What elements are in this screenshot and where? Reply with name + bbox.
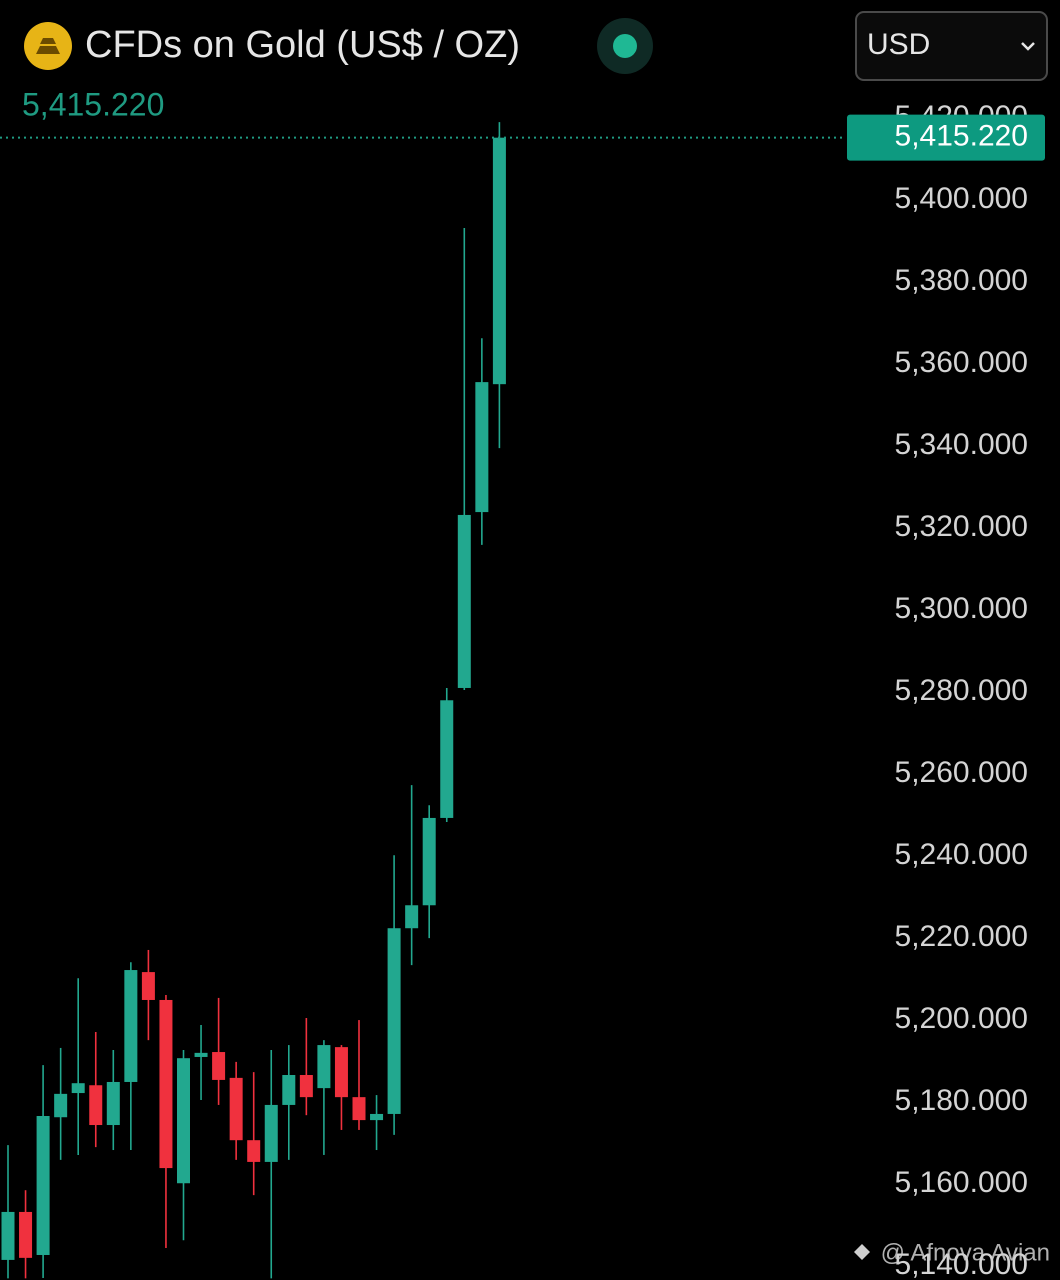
candle-body bbox=[247, 1140, 261, 1162]
y-tick-label: 5,340.000 bbox=[895, 428, 1028, 461]
y-tick-label: 5,320.000 bbox=[895, 510, 1028, 543]
y-tick-label: 5,240.000 bbox=[895, 838, 1028, 871]
candle-body bbox=[457, 514, 471, 688]
candle-body bbox=[405, 905, 419, 929]
watermark: @ Afnova Avian bbox=[854, 1239, 1050, 1266]
candle-body bbox=[229, 1077, 243, 1141]
candle-body bbox=[159, 999, 173, 1169]
candle-body bbox=[334, 1047, 348, 1098]
candle-body bbox=[370, 1113, 384, 1121]
candle-body bbox=[212, 1052, 226, 1080]
y-tick-label: 5,180.000 bbox=[895, 1084, 1028, 1117]
candle-body bbox=[124, 970, 138, 1082]
last-price-badge bbox=[847, 114, 1045, 161]
watermark-text: @ Afnova Avian bbox=[881, 1239, 1050, 1266]
dropdown-box[interactable] bbox=[855, 11, 1048, 81]
y-tick-label: 5,140.000 bbox=[895, 1248, 1028, 1280]
candle-body bbox=[352, 1097, 366, 1121]
currency-label[interactable]: USD bbox=[867, 28, 930, 61]
y-tick-label: 5,220.000 bbox=[895, 920, 1028, 953]
gold-bars-glyph bbox=[36, 38, 60, 54]
last-price-label: 5,415.220 bbox=[895, 120, 1028, 153]
symbol-title: CFDs on Gold (US$ / OZ) bbox=[85, 24, 520, 66]
y-tick-label: 5,360.000 bbox=[895, 346, 1028, 379]
candle-body bbox=[89, 1085, 103, 1126]
candle-body bbox=[475, 382, 489, 513]
y-tick-label: 5,400.000 bbox=[895, 182, 1028, 215]
candle-body bbox=[1, 1211, 15, 1260]
candles bbox=[1, 122, 506, 1279]
candle-body bbox=[19, 1211, 33, 1258]
candle-body bbox=[54, 1093, 68, 1118]
y-tick-label: 5,300.000 bbox=[895, 592, 1028, 625]
candle-body bbox=[492, 137, 506, 385]
candle-body bbox=[282, 1075, 296, 1105]
y-tick-label: 5,160.000 bbox=[895, 1166, 1028, 1199]
y-tick-label: 5,280.000 bbox=[895, 674, 1028, 707]
header-price: 5,415.220 bbox=[22, 86, 164, 122]
candle-body bbox=[141, 972, 155, 1000]
currency-dropdown[interactable]: USD bbox=[855, 11, 1048, 81]
candle-body bbox=[299, 1075, 313, 1098]
price-line-layer: 5,415.220 bbox=[0, 114, 1045, 161]
candle-body bbox=[387, 928, 401, 1114]
candle-body bbox=[317, 1045, 331, 1089]
candle-body bbox=[422, 817, 436, 906]
candle-body bbox=[194, 1052, 208, 1057]
dropdown-chevron[interactable] bbox=[1021, 42, 1035, 51]
candle-body bbox=[106, 1081, 120, 1126]
y-tick-label: 5,260.000 bbox=[895, 756, 1028, 789]
candle-body bbox=[440, 700, 454, 818]
y-tick-label: 5,200.000 bbox=[895, 1002, 1028, 1035]
header: CFDs on Gold (US$ / OZ) 5,415.220 USD bbox=[22, 11, 1048, 122]
candle-body bbox=[177, 1058, 190, 1184]
watermark-icon bbox=[854, 1244, 870, 1260]
candle-body bbox=[36, 1116, 50, 1255]
status-dot bbox=[613, 34, 637, 58]
y-axis: 5,140.000 5,160.000 5,180.000 5,200.000 5,22… bbox=[895, 100, 1052, 1280]
candle-body bbox=[71, 1083, 85, 1094]
candle-body bbox=[264, 1104, 278, 1162]
y-tick-label: 5,380.000 bbox=[895, 264, 1028, 297]
